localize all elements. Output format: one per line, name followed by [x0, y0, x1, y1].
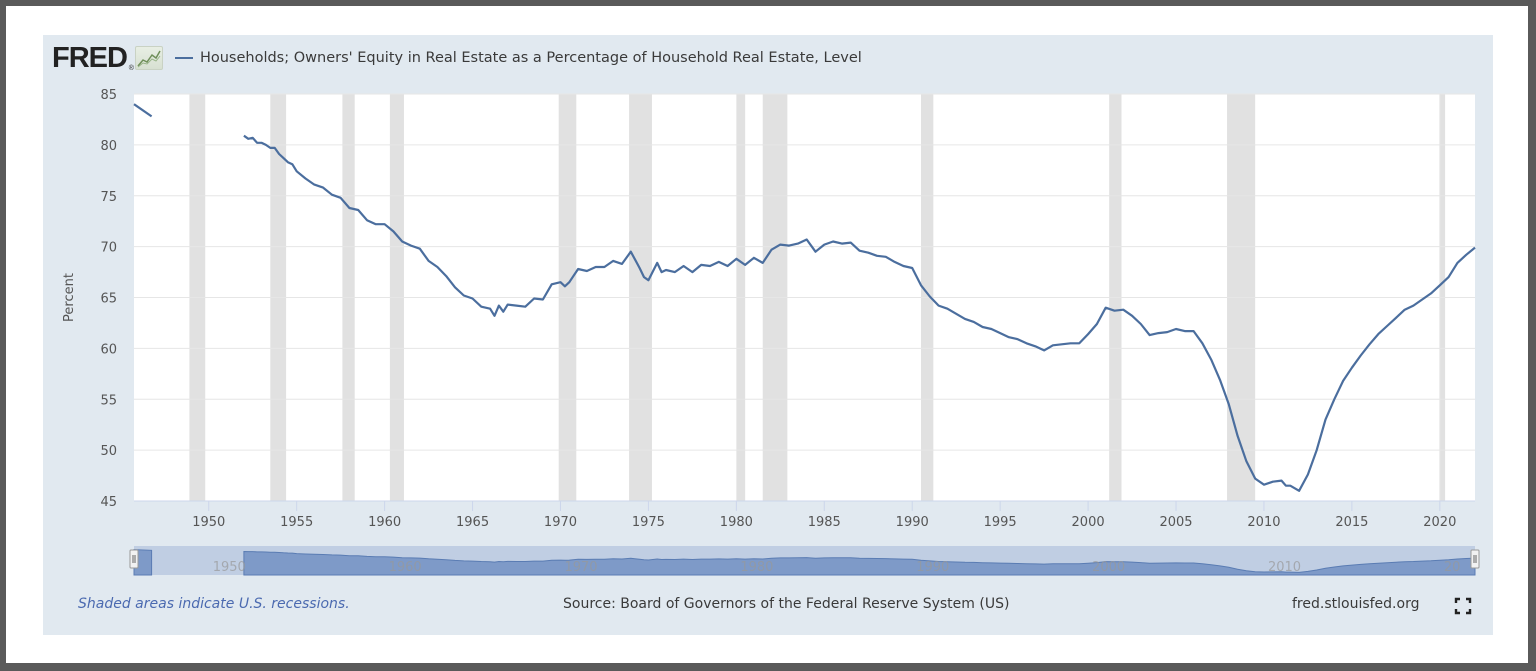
series-line [133, 103, 153, 118]
site-link[interactable]: fred.stlouisfed.org [1292, 596, 1420, 612]
x-tick-label: 2010 [1247, 515, 1280, 530]
y-tick-label: 45 [100, 495, 117, 510]
x-tick-label: 2005 [1159, 515, 1192, 530]
navigator-tick-label: 20 [1444, 560, 1461, 575]
y-axis-label: Percent [62, 273, 77, 322]
x-tick-label: 1965 [456, 515, 489, 530]
fred-logo-text: FRED [52, 41, 128, 74]
x-tick-label: 2000 [1072, 515, 1105, 530]
x-tick-label: 1995 [984, 515, 1017, 530]
y-tick-label: 85 [100, 88, 117, 103]
navigator-tick-label: 2010 [1268, 560, 1301, 575]
y-tick-label: 60 [100, 342, 117, 357]
recession-note: Shaded areas indicate U.S. recessions. [78, 596, 350, 612]
y-tick-label: 55 [100, 393, 117, 408]
navigator-handle-right[interactable] [1470, 549, 1480, 569]
navigator-tick-label: 1990 [916, 560, 949, 575]
registered-mark: ® [128, 64, 134, 72]
y-tick-label: 65 [100, 292, 117, 307]
navigator-handle-left[interactable] [129, 549, 139, 569]
navigator-tick-label: 1950 [213, 560, 246, 575]
x-tick-label: 2015 [1335, 515, 1368, 530]
x-tick-label: 1950 [192, 515, 225, 530]
x-tick-label: 1975 [632, 515, 665, 530]
x-tick-label: 2020 [1423, 515, 1456, 530]
y-tick-label: 50 [100, 444, 117, 459]
x-tick-label: 1955 [280, 515, 313, 530]
y-tick-label: 75 [100, 190, 117, 205]
fullscreen-icon[interactable] [1454, 597, 1472, 619]
series-title: Households; Owners' Equity in Real Estat… [199, 50, 862, 66]
x-tick-label: 1990 [896, 515, 929, 530]
navigator-area [243, 550, 1476, 576]
chart-header: FRED ® Households; Owners' Equity in Real… [52, 42, 862, 74]
y-tick-label: 80 [100, 139, 117, 154]
legend-line-swatch [174, 57, 193, 59]
series-line [243, 134, 1476, 492]
navigator-tick-label: 1970 [564, 560, 597, 575]
navigator-tick-label: 1960 [389, 560, 422, 575]
x-tick-label: 1970 [544, 515, 577, 530]
source-text: Source: Board of Governors of the Federa… [563, 596, 1010, 612]
fred-logo[interactable]: FRED ® [52, 41, 134, 75]
y-tick-label: 70 [100, 241, 117, 256]
navigator-tick-label: 1980 [740, 560, 773, 575]
x-tick-label: 1985 [808, 515, 841, 530]
navigator-tick-label: 2000 [1092, 560, 1125, 575]
x-tick-label: 1980 [720, 515, 753, 530]
chart-line-icon [134, 46, 163, 70]
x-tick-label: 1960 [368, 515, 401, 530]
